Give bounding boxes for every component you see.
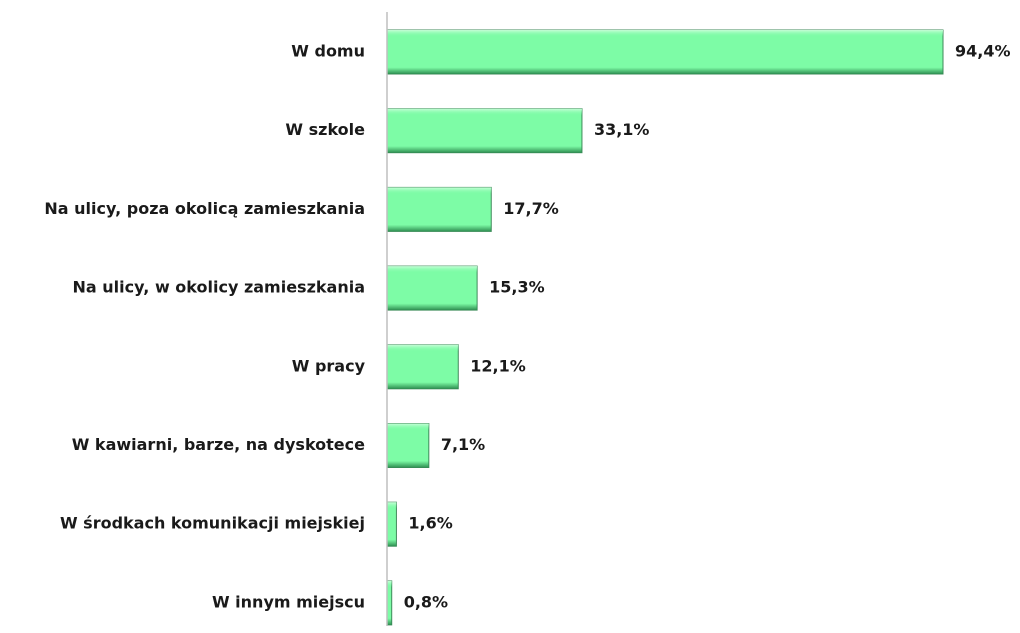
- bar-bevel: [387, 108, 582, 153]
- category-label: Na ulicy, poza okolicą zamieszkania: [44, 199, 365, 218]
- category-label: W pracy: [292, 356, 366, 375]
- bar-bevel: [387, 344, 459, 389]
- bar-bevel: [387, 502, 397, 547]
- bar-bevel: [387, 266, 478, 311]
- value-label: 7,1%: [441, 435, 485, 454]
- category-label: W domu: [291, 42, 365, 61]
- value-label: 17,7%: [503, 199, 559, 218]
- category-label: Na ulicy, w okolicy zamieszkania: [73, 278, 366, 297]
- bar-bevel: [387, 580, 392, 625]
- value-label: 1,6%: [408, 514, 452, 533]
- bar-bevel: [387, 423, 429, 468]
- bar-bevel: [387, 30, 943, 74]
- value-label: 0,8%: [404, 592, 448, 611]
- value-label: 15,3%: [489, 278, 545, 297]
- value-label: 12,1%: [470, 356, 526, 375]
- bar-bevel: [387, 187, 492, 232]
- category-label: W środkach komunikacji miejskiej: [60, 514, 365, 533]
- value-label: 33,1%: [594, 120, 650, 139]
- category-label: W innym miejscu: [212, 592, 365, 611]
- value-label: 94,4%: [955, 42, 1011, 61]
- category-label: W szkole: [285, 120, 365, 139]
- category-label: W kawiarni, barze, na dyskotece: [72, 435, 365, 454]
